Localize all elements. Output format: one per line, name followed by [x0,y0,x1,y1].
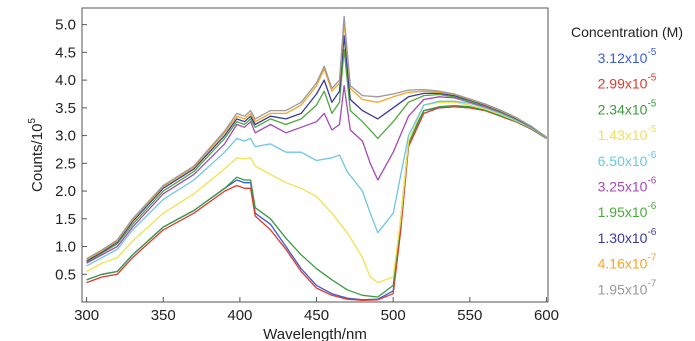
y-tick-label: 5.0 [55,17,76,34]
y-tick-label: 2.0 [55,183,76,200]
y-axis-title: Counts/105 [27,118,46,192]
y-tick-label: 1.5 [55,211,76,228]
legend-entry-label: 4.16x10 [598,256,648,272]
legend-entry: 3.25x10-6 [598,176,657,195]
x-axis-title: Wavelength/nm [263,326,367,341]
legend-entry-exponent: -6 [647,176,656,187]
series-line-1 [86,106,547,301]
legend-entry: 3.12x10-5 [598,47,657,66]
y-tick-label: 3.0 [55,128,76,145]
x-tick-label: 350 [151,307,176,324]
legend-entry: 1.43x10-5 [598,124,657,143]
series-line-10 [86,15,547,260]
plot-area-frame [81,7,549,303]
legend-entry: 2.99x10-5 [598,73,657,92]
series-line-9 [86,21,547,261]
legend-entry-label: 1.95x10 [598,281,648,297]
legend-entry: 4.16x10-7 [598,253,657,272]
legend-entry: 1.95x10-6 [598,201,657,220]
x-tick-label: 500 [381,307,406,324]
legend-entry-exponent: -7 [647,278,656,289]
legend-entry-label: 3.25x10 [598,179,648,195]
legend-entry-exponent: -5 [647,98,656,109]
legend-entry: 6.50x10-6 [598,150,657,169]
y-tick-label: 1.0 [55,239,76,256]
series-layer [86,15,547,301]
legend-entry-exponent: -5 [647,47,656,58]
x-tick-label: 400 [227,307,252,324]
series-line-7 [86,48,547,263]
y-axis: 0.5 1.0 1.5 2.0 2.5 3.0 3.5 4.0 4.5 5.0 [55,17,87,283]
series-line-4 [86,101,547,284]
legend-entry-exponent: -6 [647,227,656,238]
x-axis: 300 350 400 450 500 550 600 [74,297,559,324]
legend-entry-label: 1.43x10 [598,127,648,143]
legend-entry: 1.30x10-6 [598,227,657,246]
y-tick-label: 0.5 [55,266,76,283]
legend-entry-exponent: -5 [647,124,656,135]
x-tick-label: 600 [534,307,559,324]
series-line-5 [86,100,547,267]
legend-entry-exponent: -7 [647,253,656,264]
y-tick-label: 3.5 [55,100,76,117]
series-line-3 [86,104,547,298]
legend-entry: 2.34x10-5 [598,98,657,117]
legend-entry-label: 2.34x10 [598,101,648,117]
legend-entry-label: 2.99x10 [598,76,648,92]
series-line-6 [86,85,547,264]
x-tick-label: 300 [74,307,99,324]
legend-entry-label: 1.30x10 [598,230,648,246]
series-line-8 [86,35,547,262]
legend-entry-exponent: -6 [647,150,656,161]
y-tick-label: 4.0 [55,72,76,89]
series-line-2 [86,106,547,301]
x-tick-label: 550 [457,307,482,324]
x-tick-label: 450 [304,307,329,324]
y-tick-label: 4.5 [55,44,76,61]
legend-entry-exponent: -6 [647,201,656,212]
y-tick-label: 2.5 [55,155,76,172]
legend-entry-label: 1.95x10 [598,204,648,220]
legend-entry-label: 3.12x10 [598,50,648,66]
legend-entry-label: 6.50x10 [598,153,648,169]
legend-entry-exponent: -5 [647,73,656,84]
legend-title: Concentration (M) [571,24,683,40]
legend-entry: 1.95x10-7 [598,278,657,297]
legend: Concentration (M) 3.12x10-52.99x10-52.34… [571,24,683,297]
